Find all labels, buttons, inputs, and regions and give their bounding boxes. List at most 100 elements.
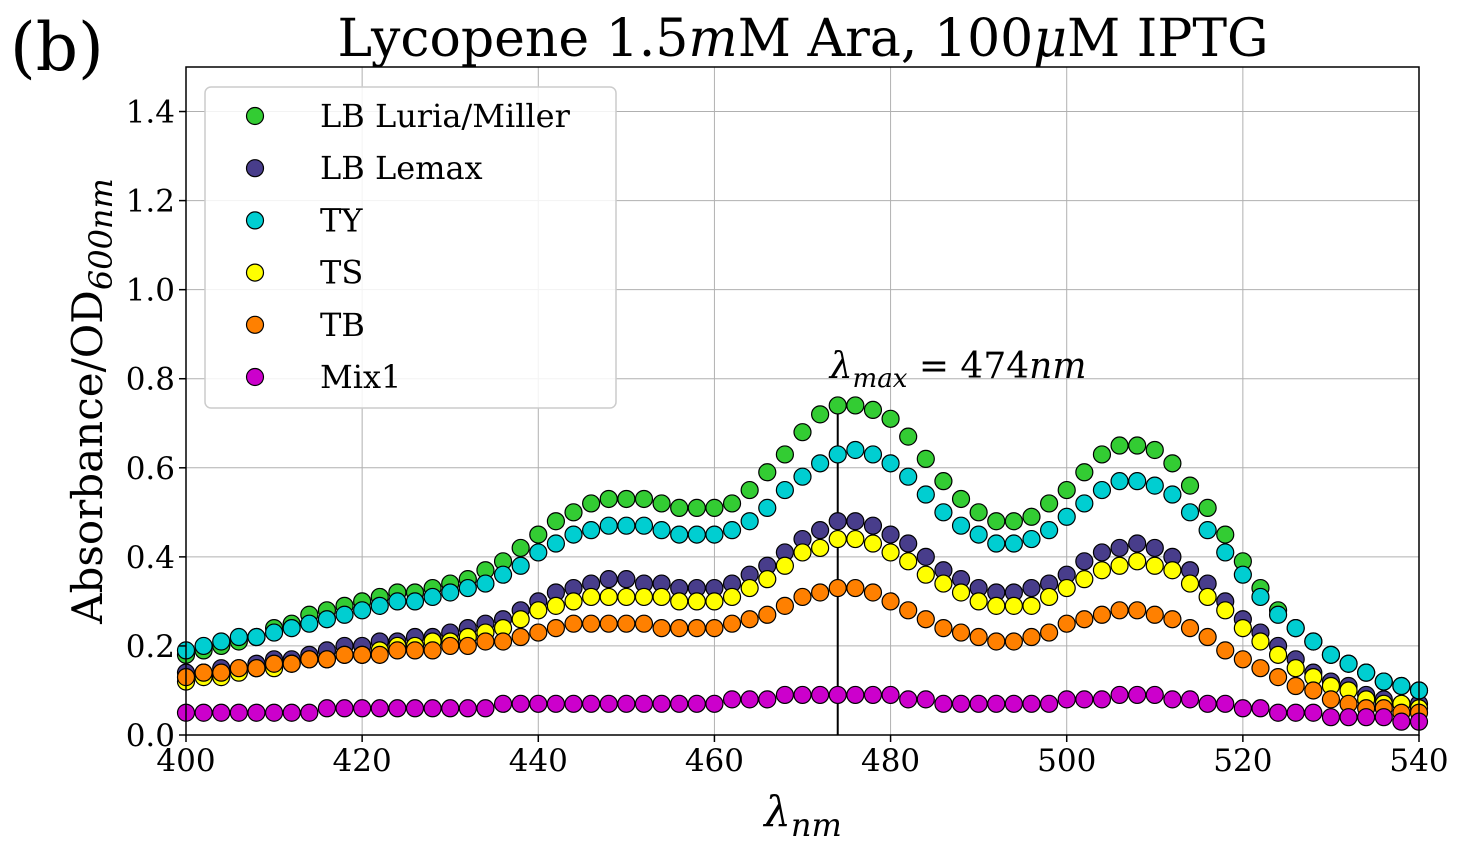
data-point <box>740 512 759 531</box>
data-point <box>934 694 953 713</box>
data-point <box>1321 645 1341 664</box>
data-point <box>405 699 425 718</box>
data-point <box>353 699 372 718</box>
data-point <box>740 578 759 598</box>
data-point <box>529 543 548 562</box>
data-point <box>353 601 372 620</box>
data-point <box>1039 521 1059 540</box>
data-point <box>951 694 971 713</box>
data-point <box>229 703 248 722</box>
x-axis-label: λnm <box>762 787 842 843</box>
data-point <box>863 534 883 553</box>
data-point <box>1057 480 1076 500</box>
data-point <box>846 396 865 415</box>
data-point <box>916 690 935 709</box>
data-point <box>634 614 654 633</box>
data-point <box>529 601 548 620</box>
data-point <box>1004 596 1023 615</box>
data-point <box>775 556 794 575</box>
data-point <box>1022 578 1041 598</box>
data-point <box>1145 476 1164 495</box>
data-point <box>758 690 777 709</box>
data-point <box>1163 485 1182 504</box>
data-point <box>1392 676 1411 696</box>
data-point <box>828 445 847 464</box>
data-point <box>476 632 495 651</box>
data-point <box>899 552 918 571</box>
data-point <box>1180 476 1200 495</box>
data-point <box>511 694 530 713</box>
data-point <box>793 685 812 705</box>
data-point <box>1251 632 1270 651</box>
data-point <box>582 614 601 633</box>
data-point <box>546 619 566 638</box>
data-point <box>1339 708 1358 727</box>
data-point <box>1268 703 1288 722</box>
data-point <box>1075 570 1094 589</box>
data-point <box>423 699 442 718</box>
legend-label: TB <box>320 306 365 344</box>
data-point <box>599 489 618 509</box>
data-point <box>1198 694 1217 713</box>
data-point <box>1286 659 1305 678</box>
y-tick-label: 0.8 <box>126 362 175 398</box>
data-point <box>652 521 671 540</box>
data-point <box>423 641 442 660</box>
data-point <box>1145 538 1164 558</box>
data-point <box>617 694 636 713</box>
data-point <box>987 596 1006 615</box>
data-point <box>916 610 935 629</box>
data-point <box>300 703 319 722</box>
data-point <box>1251 659 1270 678</box>
data-point <box>670 592 689 611</box>
data-point <box>1092 543 1112 562</box>
data-point <box>388 641 407 660</box>
data-point <box>1163 454 1182 473</box>
data-point <box>881 409 900 428</box>
data-point <box>247 659 266 678</box>
data-point <box>1180 690 1200 709</box>
data-point <box>1304 681 1323 700</box>
legend-label: TS <box>320 254 363 292</box>
data-point <box>881 525 900 544</box>
data-point <box>634 587 654 607</box>
data-point <box>1075 690 1094 709</box>
data-point <box>441 699 460 718</box>
data-point <box>599 587 618 607</box>
data-point <box>1110 436 1129 455</box>
data-point <box>1110 538 1129 558</box>
x-tick-label: 440 <box>509 743 568 779</box>
data-point <box>1004 694 1023 713</box>
data-point <box>899 690 918 709</box>
data-point <box>1392 712 1411 731</box>
data-point <box>370 699 389 718</box>
data-point <box>1357 708 1376 727</box>
data-point <box>300 614 319 633</box>
grid-lines <box>185 67 1420 736</box>
data-point <box>264 654 284 673</box>
data-point <box>1216 601 1235 620</box>
data-point <box>1057 578 1076 598</box>
data-point <box>652 587 671 607</box>
data-point <box>1004 632 1023 651</box>
data-point <box>1374 672 1393 691</box>
data-point <box>335 699 354 718</box>
data-point <box>1304 632 1323 651</box>
data-point <box>828 396 847 415</box>
data-point <box>1092 561 1112 580</box>
data-point <box>1039 587 1059 607</box>
data-point <box>916 449 935 468</box>
data-point <box>194 663 213 682</box>
data-point <box>1110 472 1129 491</box>
data-point <box>370 645 389 664</box>
legend-label: Mix1 <box>320 358 401 396</box>
x-tick-label: 400 <box>156 743 215 779</box>
data-point <box>353 645 372 664</box>
data-point <box>617 489 636 509</box>
data-point <box>529 623 548 642</box>
data-point <box>758 570 777 589</box>
data-point <box>458 636 477 656</box>
data-point <box>1268 645 1288 664</box>
x-tick-label: 540 <box>1389 743 1448 779</box>
data-point <box>317 699 337 718</box>
